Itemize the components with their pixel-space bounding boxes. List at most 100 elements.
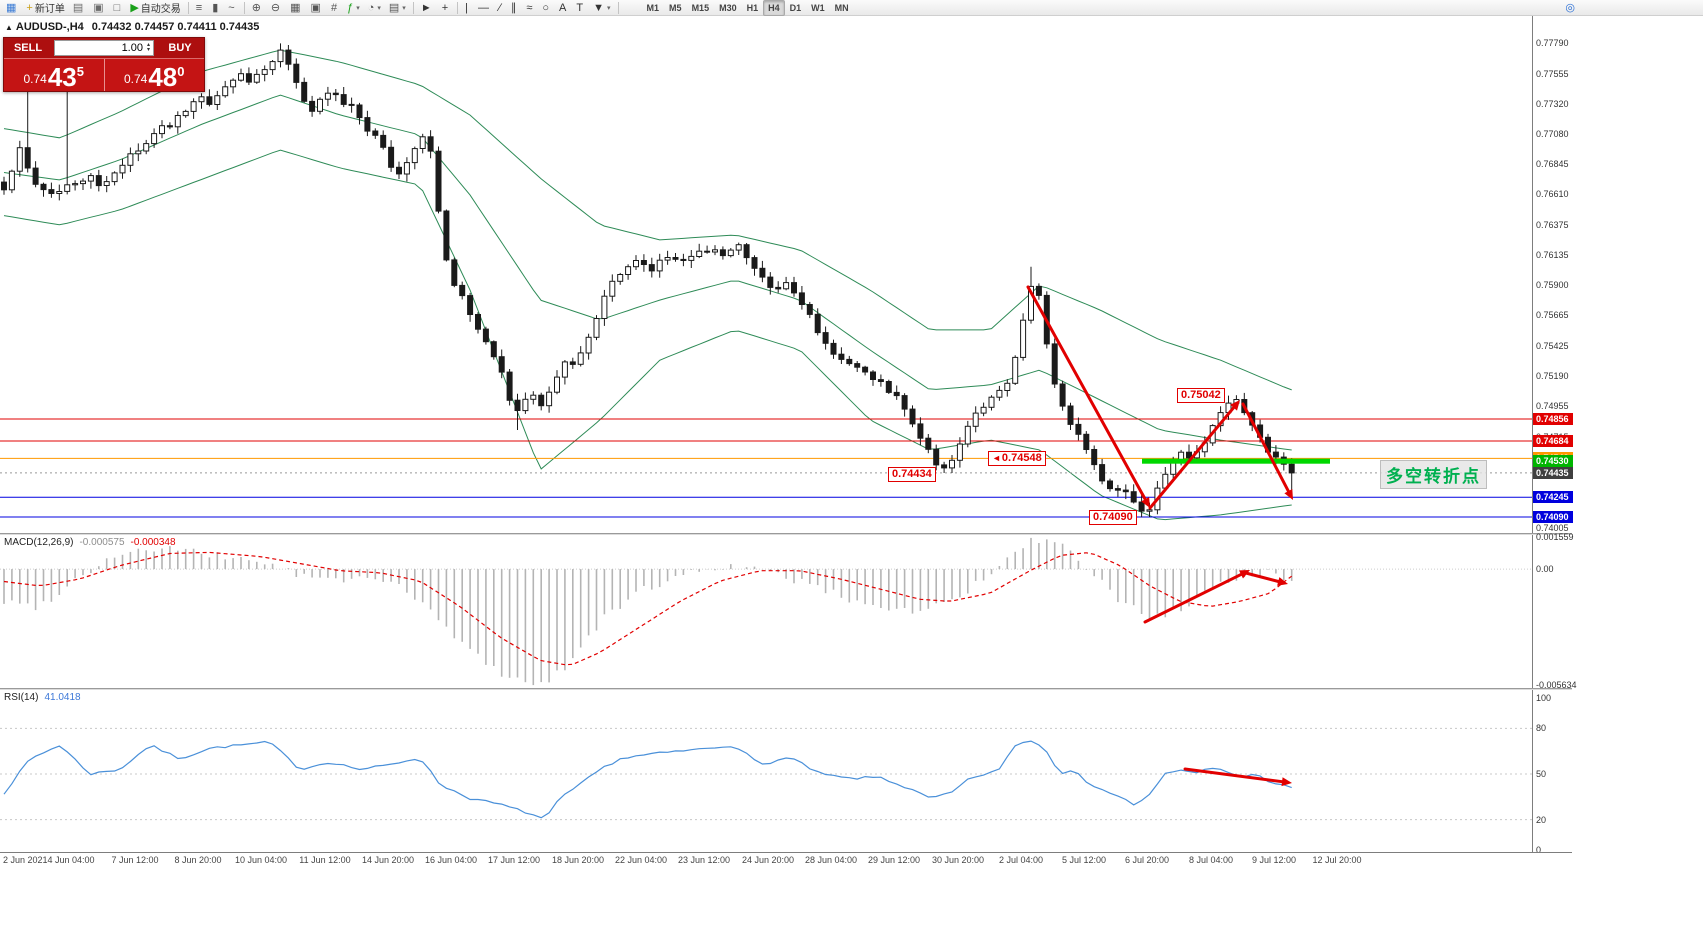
volume-input[interactable]: 1.00 ▴ ▾ <box>54 40 154 56</box>
volume-spinner[interactable]: ▴ ▾ <box>146 42 150 53</box>
turning-point-text[interactable]: 多空转折点 <box>1380 460 1487 489</box>
timeframe-w1[interactable]: W1 <box>806 0 830 16</box>
arrows-icon[interactable]: ▼ ▾ <box>589 0 614 16</box>
main-chart-panel[interactable]: ▲ AUDUSD-,H4 0.74432 0.74457 0.74411 0.744… <box>0 16 1573 533</box>
templates-icon[interactable]: ▤ ▾ <box>385 0 410 16</box>
price-tick: 0.77790 <box>1536 38 1569 48</box>
zoom-out-icon[interactable]: ⊖ <box>267 0 286 16</box>
time-axis[interactable]: 2 Jun 2021 4 Jun 04:00 7 Jun 12:00 8 Jun 20… <box>0 852 1572 867</box>
timeframe-mn[interactable]: MN <box>830 0 854 16</box>
new-order-button[interactable]: + 新订单 <box>22 0 68 16</box>
panel-separator[interactable] <box>0 533 1572 535</box>
tile-windows-icon-glyph: ▦ <box>290 1 301 14</box>
autotrading-button-label: 自动交易 <box>140 4 181 15</box>
price-tick: 0.74955 <box>1536 401 1569 411</box>
indicators-icon-glyph: ƒ <box>347 1 354 14</box>
macd-axis[interactable]: 0.001559 0.00 -0.005634 <box>1532 532 1577 690</box>
rsi-canvas[interactable] <box>0 690 1532 852</box>
timeframe-m30[interactable]: M30 <box>714 0 742 16</box>
horizontal-line-icon[interactable]: — <box>474 0 495 16</box>
price-annotation[interactable]: 0.75042 <box>1177 388 1225 403</box>
periods-icon[interactable]: ◔ ▾ <box>364 0 385 16</box>
grid-icon[interactable]: # <box>327 0 343 16</box>
time-label: 28 Jun 04:00 <box>804 855 858 865</box>
time-label: 12 Jul 20:00 <box>1312 855 1362 865</box>
trendline-icon-glyph: ∕ <box>499 1 501 14</box>
buy-button[interactable]: BUY <box>168 42 192 54</box>
trend-arrow <box>1026 285 1149 505</box>
autotrading-button[interactable]: ▶ 自动交易 <box>126 0 184 16</box>
price-tick: 0.75190 <box>1536 371 1569 381</box>
timeframe-d1[interactable]: D1 <box>785 0 807 16</box>
zoom-in-icon-glyph: ⊕ <box>251 1 261 14</box>
price-annotation[interactable]: ◄0.74548 <box>988 451 1046 466</box>
collapse-arrow-icon[interactable]: ▲ <box>5 23 13 32</box>
profiles-icon[interactable]: ▤ <box>69 0 89 16</box>
trend-arrow <box>1148 403 1238 510</box>
timeframe-m15[interactable]: M15 <box>687 0 715 16</box>
data-window-icon[interactable]: □ <box>110 0 127 16</box>
trend-arrow-head <box>1230 400 1240 411</box>
macd-panel[interactable]: MACD(12,26,9) -0.000575 -0.000348 0.001559… <box>0 532 1577 690</box>
rsi-axis-label: 0 <box>1536 845 1542 855</box>
spin-up-icon[interactable]: ▴ <box>146 42 150 48</box>
timeframe-h1-label: H1 <box>746 2 759 13</box>
price-annotation[interactable]: 0.74434 <box>888 467 936 482</box>
chart-window-icon[interactable]: ▦ <box>2 0 22 16</box>
price-annotation[interactable]: 0.74090 <box>1089 510 1137 525</box>
macd-canvas[interactable] <box>0 535 1532 688</box>
chart-annotations-layer: 多空转折点 0.75042 ◄0.74548 0.74434 0.74090 <box>0 16 1532 533</box>
data-window-icon-glyph: □ <box>113 1 121 14</box>
auto-arrange-icon[interactable]: ▣ <box>307 0 327 16</box>
spin-down-icon[interactable]: ▾ <box>146 47 150 53</box>
dropdown-caret-icon[interactable]: ▾ <box>356 4 360 12</box>
price-tick: 0.75425 <box>1536 341 1569 351</box>
timeframe-h1[interactable]: H1 <box>742 0 764 16</box>
time-label: 18 Jun 20:00 <box>551 855 605 865</box>
rsi-panel[interactable]: RSI(14) 41.0418 100 80 50 20 0 <box>0 690 1573 855</box>
timeframe-m5[interactable]: M5 <box>664 0 687 16</box>
timeframe-mn-label: MN <box>834 2 849 13</box>
text-icon[interactable]: A <box>555 0 572 16</box>
candlestick-chart-icon[interactable]: ▮ <box>208 0 224 16</box>
toolbar-separator <box>457 1 459 14</box>
bollinger-lower <box>3 149 1292 521</box>
time-label: 30 Jun 20:00 <box>931 855 985 865</box>
toolbar-separator <box>412 1 414 14</box>
bar-chart-icon[interactable]: ≡ <box>192 0 208 16</box>
fibonacci-icon[interactable]: ≈ <box>522 0 538 16</box>
channel-icon[interactable]: ∥ <box>507 0 523 16</box>
dropdown-caret-icon[interactable]: ▾ <box>607 4 611 12</box>
macd-signal-value: -0.000348 <box>130 537 176 548</box>
time-label: 22 Jun 04:00 <box>614 855 668 865</box>
dropdown-caret-icon[interactable]: ▾ <box>402 4 406 12</box>
dropdown-caret-icon[interactable]: ▾ <box>377 4 381 12</box>
rsi-axis[interactable]: 100 80 50 20 0 <box>1532 690 1573 855</box>
trendline-icon[interactable]: ∕ <box>495 0 507 16</box>
zoom-in-icon[interactable]: ⊕ <box>248 0 267 16</box>
time-label: 29 Jun 12:00 <box>867 855 921 865</box>
buy-price-button[interactable]: 0.74 48 0 <box>105 59 205 91</box>
chart-profile-icon[interactable]: ◎ <box>1561 0 1581 16</box>
indicators-icon[interactable]: ƒ ▾ <box>343 0 364 16</box>
label-icon[interactable]: T <box>572 0 589 16</box>
price-chart-canvas[interactable] <box>0 16 1532 533</box>
price-axis[interactable]: 0.77790 0.77555 0.77320 0.77080 0.76845 0.766… <box>1532 16 1573 533</box>
timeframe-h4[interactable]: H4 <box>763 0 785 16</box>
market-watch-icon[interactable]: ▣ <box>89 0 109 16</box>
market-watch-icon-glyph: ▣ <box>93 1 104 14</box>
shapes-icon[interactable]: ○ <box>538 0 555 16</box>
sell-price-big: 43 <box>47 62 77 92</box>
sell-button[interactable]: SELL <box>13 42 43 54</box>
timeframe-m1[interactable]: M1 <box>642 0 665 16</box>
vertical-line-icon[interactable]: | <box>461 0 474 16</box>
text-icon-glyph: A <box>559 1 567 14</box>
sell-price-button[interactable]: 0.74 43 5 <box>4 59 104 91</box>
line-chart-icon[interactable]: ~ <box>224 0 240 16</box>
tile-windows-icon[interactable]: ▦ <box>286 0 306 16</box>
crosshair-icon[interactable]: + <box>438 0 454 16</box>
price-badge: 0.74435 <box>1533 467 1573 479</box>
panel-separator[interactable] <box>0 688 1572 690</box>
time-label: 16 Jun 04:00 <box>424 855 478 865</box>
cursor-icon[interactable]: ► <box>417 0 438 16</box>
